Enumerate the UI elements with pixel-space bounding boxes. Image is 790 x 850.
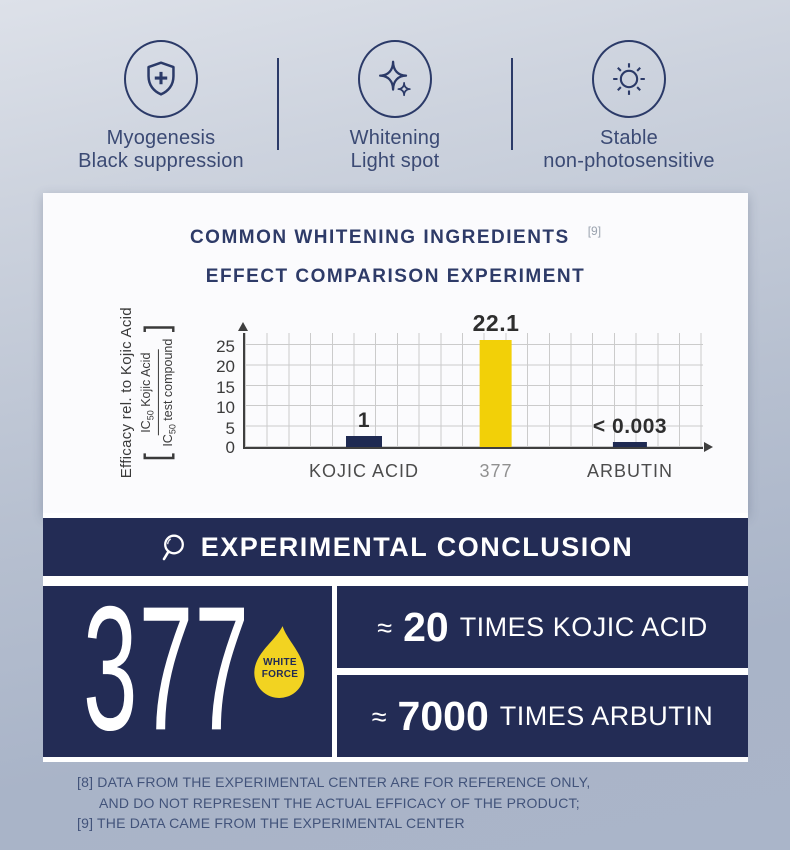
chart-title: COMMON WHITENING INGREDIENTS [9] EFFECT C… <box>43 193 748 295</box>
feature-stable: Stable non-photosensitive <box>513 40 745 173</box>
comparison-kojic-panel: ≈ 20 TIMES KOJIC ACID <box>337 586 748 668</box>
drop-badge-text: WHITE FORCE <box>249 657 311 680</box>
feature-label-line1: Stable <box>600 127 658 149</box>
y-tick-15: 15 <box>216 378 235 397</box>
y-axis-fraction: [ IC50 Kojic Acid IC50 test compound ] <box>138 324 179 462</box>
badge-line1: WHITE <box>263 657 297 668</box>
chart-card: COMMON WHITENING INGREDIENTS [9] EFFECT C… <box>43 193 748 515</box>
divider <box>277 58 279 150</box>
y-axis-arrow <box>238 322 248 331</box>
divider <box>511 58 513 150</box>
bar-arbutin: < 0.003 <box>593 415 667 447</box>
feature-label-line1: Myogenesis <box>106 127 216 149</box>
footnote-8-line2: AND DO NOT REPRESENT THE ACTUAL EFFICACY… <box>99 794 580 811</box>
x-category-377: 377 <box>479 461 513 481</box>
bar-value-label: < 0.003 <box>592 415 668 439</box>
bar-chart-plot: 25 20 15 10 5 0 1 22.1 < 0.003 KOJIC ACI… <box>216 310 713 481</box>
bracket-open: [ <box>137 450 180 462</box>
bar <box>613 442 647 447</box>
drop-badge: WHITE FORCE <box>249 623 311 703</box>
y-tick-10: 10 <box>216 398 235 417</box>
footnotes: [8] DATA FROM THE EXPERIMENTAL CENTER AR… <box>77 772 590 834</box>
bar-kojic-acid: 1 <box>346 409 382 447</box>
x-category-kojic-acid: KOJIC ACID <box>308 461 420 481</box>
product-panel: 377 WHITE FORCE <box>43 580 332 757</box>
comparison-value: 20 <box>403 603 449 650</box>
y-axis-label-text: Efficacy rel. to Kojic Acid <box>118 307 136 479</box>
footnote-8-line1: [8] DATA FROM THE EXPERIMENTAL CENTER AR… <box>77 774 591 790</box>
comparison-text: TIMES KOJIC ACID <box>459 611 708 642</box>
comparison-text: TIMES ARBUTIN <box>499 700 714 731</box>
feature-label-line2: non-photosensitive <box>543 150 715 172</box>
footnote-reference: [9] <box>587 224 602 238</box>
fraction-denominator: IC50 test compound <box>161 339 179 447</box>
chart-title-line2: EFFECT COMPARISON EXPERIMENT <box>205 266 586 287</box>
y-axis-label: Efficacy rel. to Kojic Acid [ IC50 Kojic… <box>98 288 200 498</box>
feature-label: Whitening Light spot <box>350 127 441 173</box>
shield-plus-icon <box>124 40 198 118</box>
comparison-arbutin-panel: ≈ 7000 TIMES ARBUTIN <box>337 675 748 757</box>
approx-symbol: ≈ <box>377 612 393 643</box>
feature-label: Stable non-photosensitive <box>543 127 715 173</box>
chart-title-line1: COMMON WHITENING INGREDIENTS [9] <box>43 219 748 258</box>
y-tick-0: 0 <box>225 438 235 457</box>
conclusion-heading: EXPERIMENTAL CONCLUSION <box>200 531 634 562</box>
bar-value-label: 1 <box>357 409 371 432</box>
feature-whitening: Whitening Light spot <box>279 40 511 173</box>
bar <box>346 436 382 447</box>
feature-label-line2: Light spot <box>350 150 440 172</box>
y-tick-20: 20 <box>216 357 235 376</box>
sparkle-icon <box>358 40 432 118</box>
feature-label: Myogenesis Black suppression <box>78 127 244 173</box>
chart-title-text1: COMMON WHITENING INGREDIENTS <box>189 227 570 248</box>
bar <box>479 340 512 447</box>
fraction-numerator: IC50 Kojic Acid <box>138 349 160 437</box>
fraction: IC50 Kojic Acid IC50 test compound <box>138 339 179 447</box>
product-number: 377 <box>83 569 251 767</box>
sun-icon <box>592 40 666 118</box>
y-tick-25: 25 <box>216 337 235 356</box>
footnote-9: [9] THE DATA CAME FROM THE EXPERIMENTAL … <box>77 815 465 831</box>
badge-line2: FORCE <box>261 668 299 680</box>
x-axis-arrow <box>704 442 713 452</box>
approx-symbol: ≈ <box>371 701 387 732</box>
bar-377: 22.1 <box>473 310 520 447</box>
bar-value-label: 22.1 <box>472 310 520 337</box>
feature-label-line1: Whitening <box>349 127 441 149</box>
bracket-close: ] <box>137 324 180 336</box>
conclusion-heading-band: EXPERIMENTAL CONCLUSION <box>43 518 748 576</box>
comparison-value: 7000 <box>397 692 489 739</box>
feature-myogenesis: Myogenesis Black suppression <box>45 40 277 173</box>
y-tick-5: 5 <box>225 419 235 438</box>
feature-label-line2: Black suppression <box>78 150 244 172</box>
magnifier-icon <box>158 532 188 562</box>
x-category-arbutin: ARBUTIN <box>586 461 674 481</box>
feature-strip: Myogenesis Black suppression Whitening L… <box>45 40 745 173</box>
